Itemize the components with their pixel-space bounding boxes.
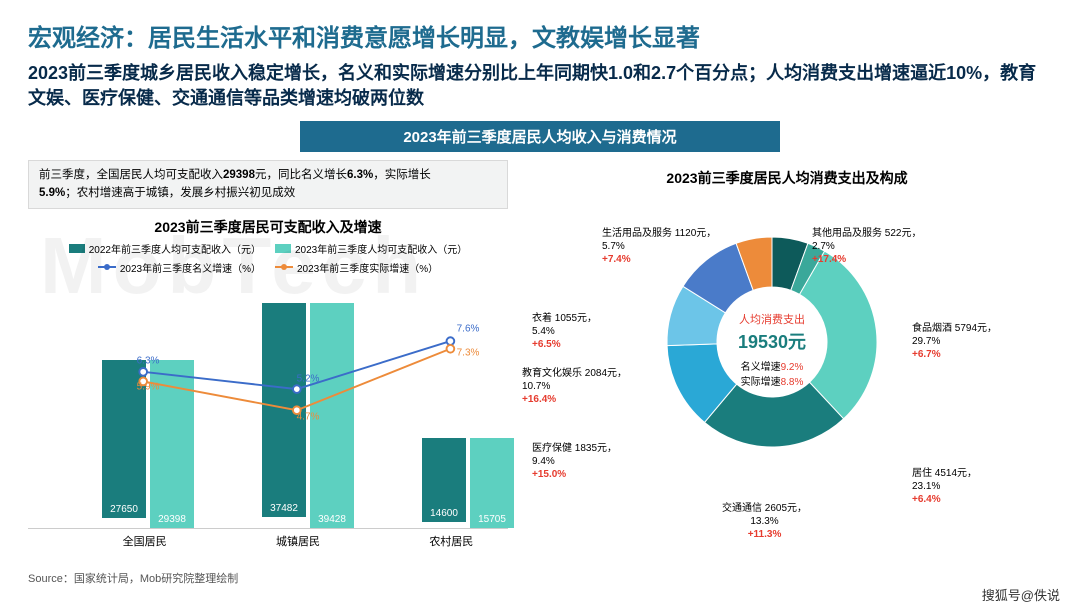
page-subtitle: 2023前三季度城乡居民收入稳定增长，名义和实际增速分别比上年同期快1.0和2.… bbox=[28, 61, 1052, 111]
bar-categories: 全国居民城镇居民农村居民 bbox=[28, 533, 508, 549]
segment-label: 教育文化娱乐 2084元，10.7%+16.4% bbox=[522, 367, 627, 406]
segment-label: 衣着 1055元，5.4%+6.5% bbox=[532, 312, 597, 351]
page-title: 宏观经济：居民生活水平和消费意愿增长明显，文教娱增长显著 bbox=[28, 18, 1052, 53]
bar-chart: 27650 2939837482 3942814600 157056.3%5.2… bbox=[28, 279, 508, 529]
footer-credit: 搜狐号@佚说 bbox=[982, 585, 1060, 604]
left-panel: 前三季度，全国居民人均可支配收入29398元，同比名义增长6.3%，实际增长 5… bbox=[28, 160, 508, 549]
bar-chart-title: 2023前三季度居民可支配收入及增速 bbox=[28, 217, 508, 237]
bar-legend: 2022年前三季度人均可支配收入（元） 2023年前三季度人均可支配收入（元） … bbox=[28, 241, 508, 275]
segment-label: 居住 4514元，23.1%+6.4% bbox=[912, 467, 977, 506]
note-box: 前三季度，全国居民人均可支配收入29398元，同比名义增长6.3%，实际增长 5… bbox=[28, 160, 508, 209]
section-banner: 2023年前三季度居民人均收入与消费情况 bbox=[300, 121, 780, 152]
donut-center: 人均消费支出 19530元 名义增速9.2% 实际增速8.8% bbox=[692, 312, 852, 390]
segment-label: 生活用品及服务 1120元，5.7%+7.4% bbox=[602, 227, 716, 266]
donut-title: 2023前三季度居民人均消费支出及构成 bbox=[522, 168, 1052, 188]
segment-label: 交通通信 2605元，13.3%+11.3% bbox=[722, 502, 807, 541]
source-text: Source：国家统计局，Mob研究院整理绘制 bbox=[28, 570, 238, 586]
segment-label: 医疗保健 1835元，9.4%+15.0% bbox=[532, 442, 617, 481]
donut-chart: 人均消费支出 19530元 名义增速9.2% 实际增速8.8% 食品烟酒 579… bbox=[522, 192, 1002, 532]
segment-label: 食品烟酒 5794元，29.7%+6.7% bbox=[912, 322, 997, 361]
right-panel: 2023前三季度居民人均消费支出及构成 人均消费支出 19530元 名义增速9.… bbox=[522, 160, 1052, 549]
segment-label: 其他用品及服务 522元，2.7%+17.4% bbox=[812, 227, 921, 266]
